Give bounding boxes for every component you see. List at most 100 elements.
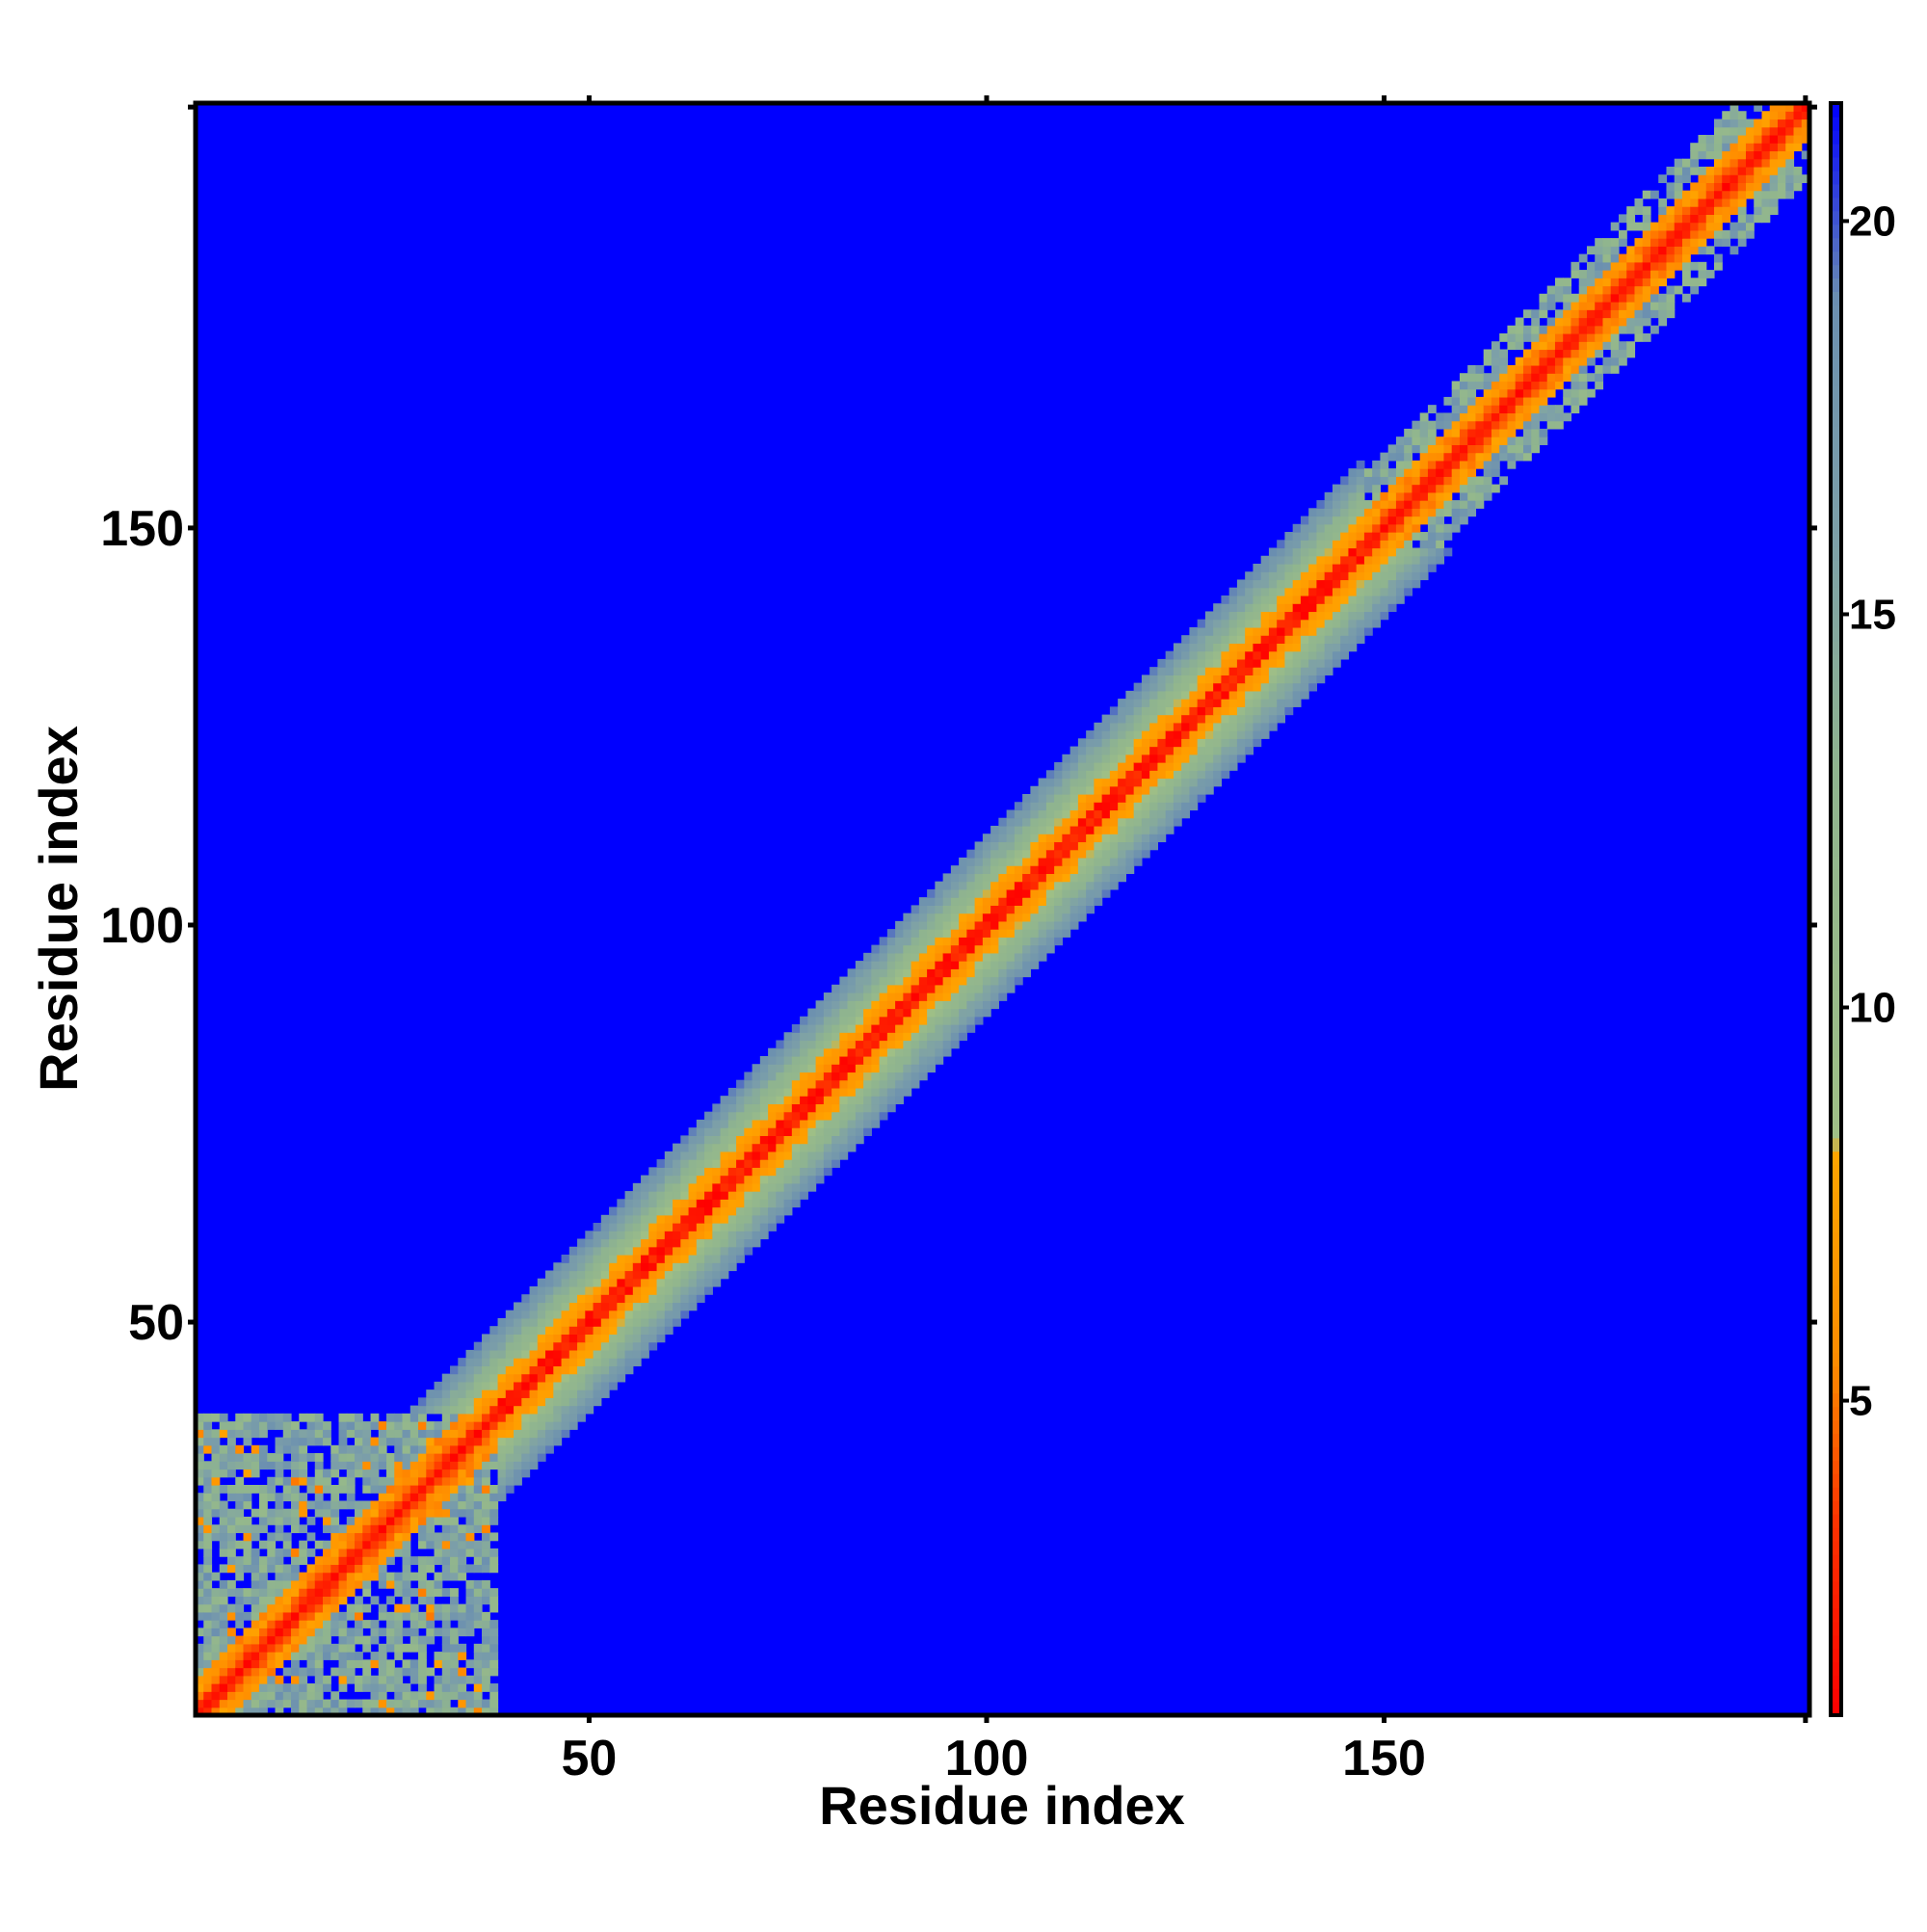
heatmap-cell [791,1175,801,1184]
heatmap-cell [768,1072,777,1081]
heatmap-cell [1094,778,1103,787]
colorbar-segment [1831,1607,1841,1623]
heatmap-cell [1515,381,1524,390]
heatmap-cell [768,1064,777,1073]
heatmap-cell [402,1611,411,1621]
heatmap-cell [839,976,849,986]
heatmap-cell [203,1588,213,1597]
heatmap-cell [648,1326,658,1336]
heatmap-cell [1705,206,1715,215]
heatmap-cell [1761,143,1771,152]
heatmap-cell [514,1461,522,1470]
heatmap-cell [418,1556,427,1566]
heatmap-cell [473,1548,483,1557]
heatmap-cell [291,1620,300,1628]
heatmap-cell [1300,571,1309,581]
heatmap-cell [1165,778,1175,787]
heatmap-cell [744,1072,753,1081]
heatmap-cell [306,1635,316,1645]
heatmap-cell [1626,261,1636,271]
heatmap-cell [1340,650,1350,660]
heatmap-cell [1340,484,1350,493]
heatmap-cell [1722,150,1731,160]
heatmap-cell [346,1548,356,1557]
heatmap-cell [1778,111,1786,120]
heatmap-cell [839,984,849,993]
heatmap-cell [791,1199,801,1208]
heatmap-cell [489,1556,499,1566]
heatmap-cell [1412,460,1421,469]
heatmap-cell [990,825,999,834]
heatmap-cell [434,1476,443,1486]
heatmap-cell [911,1040,920,1049]
heatmap-cell [1801,103,1810,112]
heatmap-cell [1173,809,1182,819]
heatmap-cell [879,1103,888,1113]
heatmap-cell [1141,802,1150,811]
heatmap-cell [1109,730,1119,739]
heatmap-cell [323,1429,331,1439]
heatmap-cell [918,1072,928,1081]
heatmap-cell [338,1620,348,1628]
heatmap-cell [355,1500,363,1510]
colorbar-segment [1831,318,1841,332]
heatmap-cell [768,1127,777,1136]
heatmap-cell [1539,333,1548,342]
heatmap-cell [1754,198,1763,207]
heatmap-cell [338,1532,348,1542]
heatmap-cell [624,1206,634,1216]
heatmap-cell [450,1524,459,1534]
heatmap-cell [768,1135,777,1145]
heatmap-cell [489,1699,499,1708]
heatmap-cell [720,1119,729,1128]
heatmap-cell [1014,952,1023,962]
heatmap-cell [514,1334,522,1343]
heatmap-cell [807,1119,817,1128]
heatmap-cell [680,1159,690,1168]
heatmap-cell [1077,817,1087,827]
heatmap-cell [370,1620,380,1628]
heatmap-cell [314,1437,324,1446]
heatmap-cell [664,1199,673,1208]
heatmap-cell [473,1524,483,1534]
heatmap-cell [1030,905,1040,914]
heatmap-cell [259,1429,268,1439]
heatmap-cell [1475,396,1485,406]
heatmap-cell [1745,190,1755,199]
heatmap-cell [1245,650,1254,660]
heatmap-cell [1221,619,1230,628]
heatmap-cell [1340,635,1350,645]
heatmap-cell [1769,143,1779,152]
colorbar-segment [1831,1231,1841,1246]
heatmap-cell [1348,571,1358,581]
heatmap-cell [823,1024,832,1033]
heatmap-cell [1539,405,1548,414]
heatmap-cell [966,961,976,969]
heatmap-cell [609,1373,618,1383]
heatmap-cell [1578,270,1588,278]
heatmap-cell [1292,523,1302,533]
heatmap-cell [330,1516,340,1525]
heatmap-cell [1459,491,1468,501]
heatmap-cell [409,1453,419,1462]
heatmap-cell [386,1707,395,1716]
heatmap-cell [299,1444,308,1454]
heatmap-cell [1165,706,1175,716]
heatmap-cell [895,1072,904,1081]
heatmap-cell [720,1127,729,1136]
heatmap-cell [648,1270,658,1280]
heatmap-cell [974,961,984,969]
heatmap-cell [465,1476,475,1486]
heatmap-cell [409,1437,419,1446]
heatmap-cell [259,1659,268,1669]
heatmap-cell [1586,357,1596,366]
heatmap-cell [847,1040,857,1049]
heatmap-cell [1213,746,1223,755]
heatmap-cell [394,1635,404,1645]
heatmap-cell [1666,214,1676,224]
heatmap-cell [744,1111,753,1121]
heatmap-cell [807,1151,817,1160]
heatmap-cell [918,1047,928,1057]
heatmap-cell [306,1643,316,1653]
colorbar-segment [1831,1460,1841,1474]
